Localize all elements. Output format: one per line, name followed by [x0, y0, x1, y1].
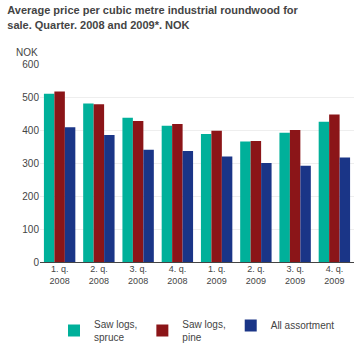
- svg-text:300: 300: [22, 158, 39, 169]
- svg-text:0: 0: [33, 257, 39, 268]
- svg-text:400: 400: [22, 125, 39, 136]
- svg-text:Average price per cubic metre: Average price per cubic metre industrial…: [7, 4, 298, 30]
- svg-text:2. q.2009: 2. q.2009: [246, 264, 266, 286]
- svg-text:2. q.2008: 2. q.2008: [89, 264, 109, 286]
- svg-text:500: 500: [22, 92, 39, 103]
- svg-text:1. q.2008: 1. q.2008: [50, 264, 70, 286]
- svg-text:4. q.2008: 4. q.2008: [167, 264, 187, 286]
- svg-text:NOK: NOK: [16, 47, 38, 58]
- svg-text:3. q.2009: 3. q.2009: [285, 264, 305, 286]
- svg-text:Saw logs,spruce: Saw logs,spruce: [94, 319, 137, 343]
- svg-text:1. q.2009: 1. q.2009: [207, 264, 227, 286]
- svg-text:100: 100: [22, 224, 39, 235]
- svg-text:Saw logs,pine: Saw logs,pine: [182, 319, 225, 343]
- svg-text:4. q.2009: 4. q.2009: [324, 264, 344, 286]
- svg-text:3. q.2008: 3. q.2008: [128, 264, 148, 286]
- svg-text:All assortment: All assortment: [271, 320, 335, 331]
- svg-text:200: 200: [22, 191, 39, 202]
- svg-text:600: 600: [22, 59, 39, 70]
